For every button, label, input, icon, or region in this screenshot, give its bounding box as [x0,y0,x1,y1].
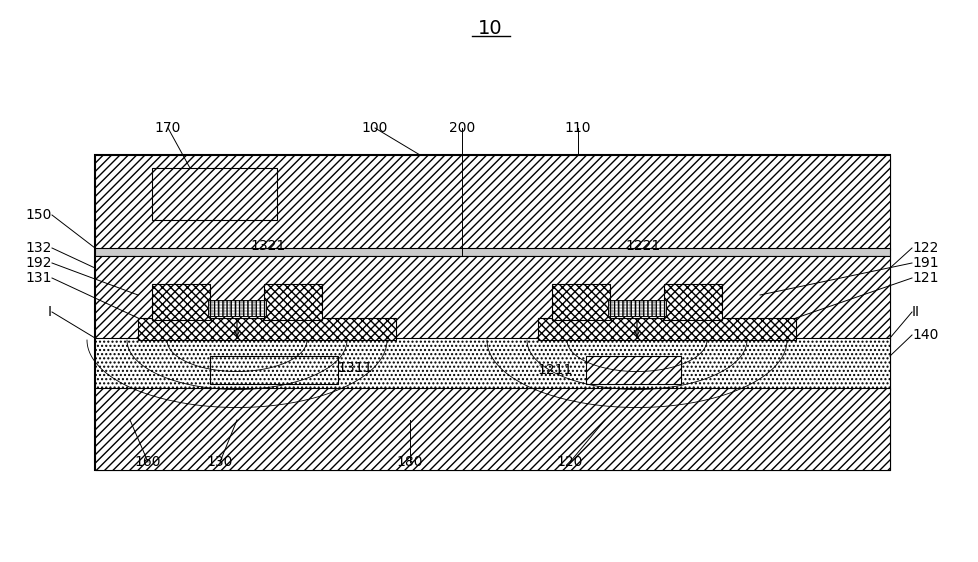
Text: 120: 120 [556,455,583,469]
Bar [607,300,665,316]
Text: I: I [48,305,52,319]
Text: 200: 200 [449,121,474,135]
Bar [95,388,889,470]
Text: 132: 132 [25,241,52,255]
Text: 130: 130 [206,455,233,469]
Bar [138,318,395,340]
Text: 131: 131 [25,271,52,285]
Bar [95,248,889,256]
Bar [607,300,665,316]
Text: 1311: 1311 [337,361,373,375]
Bar [538,318,795,340]
Bar [207,300,266,316]
Text: 1211: 1211 [537,363,572,377]
Text: 192: 192 [25,256,52,270]
Text: II: II [911,305,919,319]
Text: 122: 122 [911,241,938,255]
Bar [95,338,889,390]
Text: 191: 191 [911,256,938,270]
Text: 110: 110 [564,121,591,135]
Bar [152,168,277,220]
Bar [264,284,322,320]
Text: 160: 160 [135,455,161,469]
Bar [552,284,609,320]
Text: 10: 10 [477,19,502,38]
Bar [152,284,210,320]
Text: 1321: 1321 [250,239,286,253]
Bar [95,155,889,250]
Bar [95,155,889,470]
Bar [586,356,681,384]
Text: 180: 180 [396,455,422,469]
Text: 140: 140 [911,328,938,342]
Bar [95,256,889,340]
Text: 170: 170 [155,121,181,135]
Text: 150: 150 [25,208,52,222]
Bar [663,284,721,320]
Text: 100: 100 [362,121,388,135]
Text: 1221: 1221 [625,239,660,253]
Bar [210,356,337,384]
Text: 121: 121 [911,271,938,285]
Bar [207,300,266,316]
